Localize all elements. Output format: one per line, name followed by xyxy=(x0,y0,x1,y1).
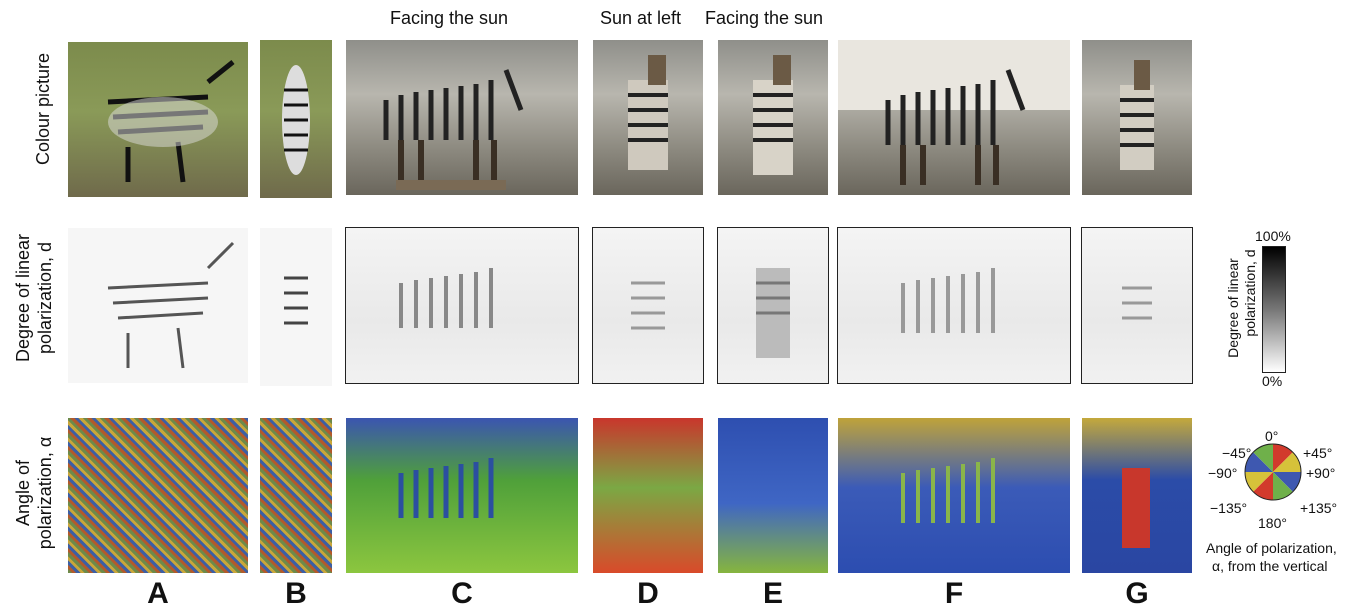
row-label-angle-line1: Angle of xyxy=(13,459,33,527)
wheel-label-bottom: 180° xyxy=(1258,515,1287,531)
wheel-label-bottom-right: +135° xyxy=(1300,500,1338,516)
row-label-degree-line1: Degree of linear xyxy=(13,233,33,363)
image-angle-e xyxy=(718,418,828,573)
photo-colour-e xyxy=(718,40,828,195)
header-sun-at-left: Sun at left xyxy=(600,8,682,28)
zebra-figure-c xyxy=(383,69,524,190)
wheel-label-top-right: +45° xyxy=(1303,445,1333,461)
photo-colour-c xyxy=(346,40,578,195)
wheel-label-left: −90° xyxy=(1208,465,1238,481)
photo-colour-f xyxy=(838,40,1070,195)
image-angle-d xyxy=(593,418,703,573)
row-label-colour: Colour picture xyxy=(33,52,53,166)
column-letter-g: G xyxy=(1125,577,1149,610)
image-degree-b xyxy=(260,228,332,386)
wheel-caption-line1: Angle of polarization, xyxy=(1206,540,1337,556)
column-letter-d: D xyxy=(637,577,659,610)
image-degree-a xyxy=(68,228,248,383)
header-facing-sun-c: Facing the sun xyxy=(390,8,509,28)
angle-color-wheel xyxy=(1244,443,1302,501)
zebra-figure-d xyxy=(628,55,668,170)
photo-colour-g xyxy=(1082,40,1192,195)
image-degree-f xyxy=(837,227,1071,384)
column-letter-a: A xyxy=(147,577,169,610)
zebra-degree-f xyxy=(901,268,995,333)
row-label-degree-line2: polarization, d xyxy=(35,241,55,355)
image-angle-f xyxy=(838,418,1070,573)
degree-scale-label-line2: polarization, d xyxy=(1242,249,1258,337)
row-label-degree: Degree of linear polarization, d xyxy=(12,208,58,388)
image-angle-a xyxy=(68,418,248,573)
zebra-degree-e xyxy=(756,268,790,358)
zebra-degree-a xyxy=(107,241,235,369)
zebra-figure-a xyxy=(107,60,235,183)
column-letter-f: F xyxy=(944,577,964,610)
degree-scale-label-line1: Degree of linear xyxy=(1225,258,1241,358)
wheel-label-top-left: −45° xyxy=(1222,445,1252,461)
zebra-figure-b xyxy=(282,65,310,175)
degree-scale-label: Degree of linear polarization, d xyxy=(1225,243,1265,373)
row-label-angle: Angle of polarization, α xyxy=(12,413,58,573)
column-letter-b: B xyxy=(285,577,307,610)
column-letter-e: E xyxy=(762,577,783,610)
zebra-figure-e xyxy=(753,55,793,175)
zebra-angle-g xyxy=(1122,468,1150,548)
zebra-degree-d xyxy=(631,281,665,330)
image-degree-e xyxy=(717,227,829,384)
image-degree-c xyxy=(345,227,579,384)
header-facing-sun-e: Facing the sun xyxy=(705,8,824,28)
degree-scale-min: 0% xyxy=(1262,373,1283,389)
photo-colour-a xyxy=(68,42,248,197)
image-angle-b xyxy=(260,418,332,573)
degree-scale-max: 100% xyxy=(1255,228,1291,244)
zebra-degree-c xyxy=(399,268,493,328)
wheel-label-bottom-left: −135° xyxy=(1210,500,1248,516)
zebra-angle-f xyxy=(901,458,995,523)
wheel-label-right: +90° xyxy=(1306,465,1336,481)
wheel-caption-line2: α, from the vertical xyxy=(1212,558,1328,574)
wheel-label-top: 0° xyxy=(1265,428,1279,444)
degree-scale-bar xyxy=(1262,246,1286,373)
photo-colour-d xyxy=(593,40,703,195)
zebra-degree-g xyxy=(1122,286,1152,320)
image-angle-g xyxy=(1082,418,1192,573)
zebra-angle-c xyxy=(398,458,494,518)
zebra-figure-g xyxy=(1120,60,1154,170)
image-degree-g xyxy=(1081,227,1193,384)
image-degree-d xyxy=(592,227,704,384)
zebra-figure-f xyxy=(838,40,1070,185)
zebra-degree-b xyxy=(284,276,308,325)
image-angle-c xyxy=(346,418,578,573)
photo-colour-b xyxy=(260,40,332,198)
row-label-angle-line2: polarization, α xyxy=(35,436,55,550)
column-letter-c: C xyxy=(451,577,473,610)
